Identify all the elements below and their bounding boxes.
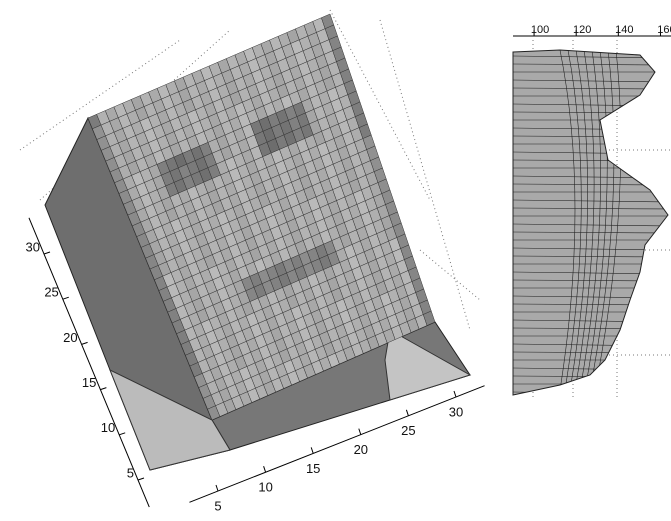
x-tick-label: 25 bbox=[401, 423, 415, 438]
y-tick-label: 25 bbox=[44, 285, 58, 300]
x-tick-label: 30 bbox=[449, 404, 463, 419]
x-tick-label: 20 bbox=[354, 442, 368, 457]
x-tick-label: 5 bbox=[214, 498, 221, 513]
x-tick-label: 100 bbox=[531, 24, 549, 36]
figure: 5 10 15 20 25 30 5 10 15 20 25 30 100 120 140 160 bbox=[0, 0, 671, 521]
y-tick-label: 5 bbox=[127, 465, 134, 480]
x-tick-label: 160 bbox=[657, 24, 671, 36]
x-tick-label: 140 bbox=[615, 24, 633, 36]
x-tick-label: 15 bbox=[306, 461, 320, 476]
x-tick-label: 120 bbox=[573, 24, 591, 36]
x-tick-label: 10 bbox=[258, 480, 272, 495]
y-tick-label: 10 bbox=[101, 420, 115, 435]
y-tick-label: 15 bbox=[82, 375, 96, 390]
y-tick-label: 30 bbox=[26, 239, 40, 254]
y-tick-label: 20 bbox=[63, 330, 77, 345]
